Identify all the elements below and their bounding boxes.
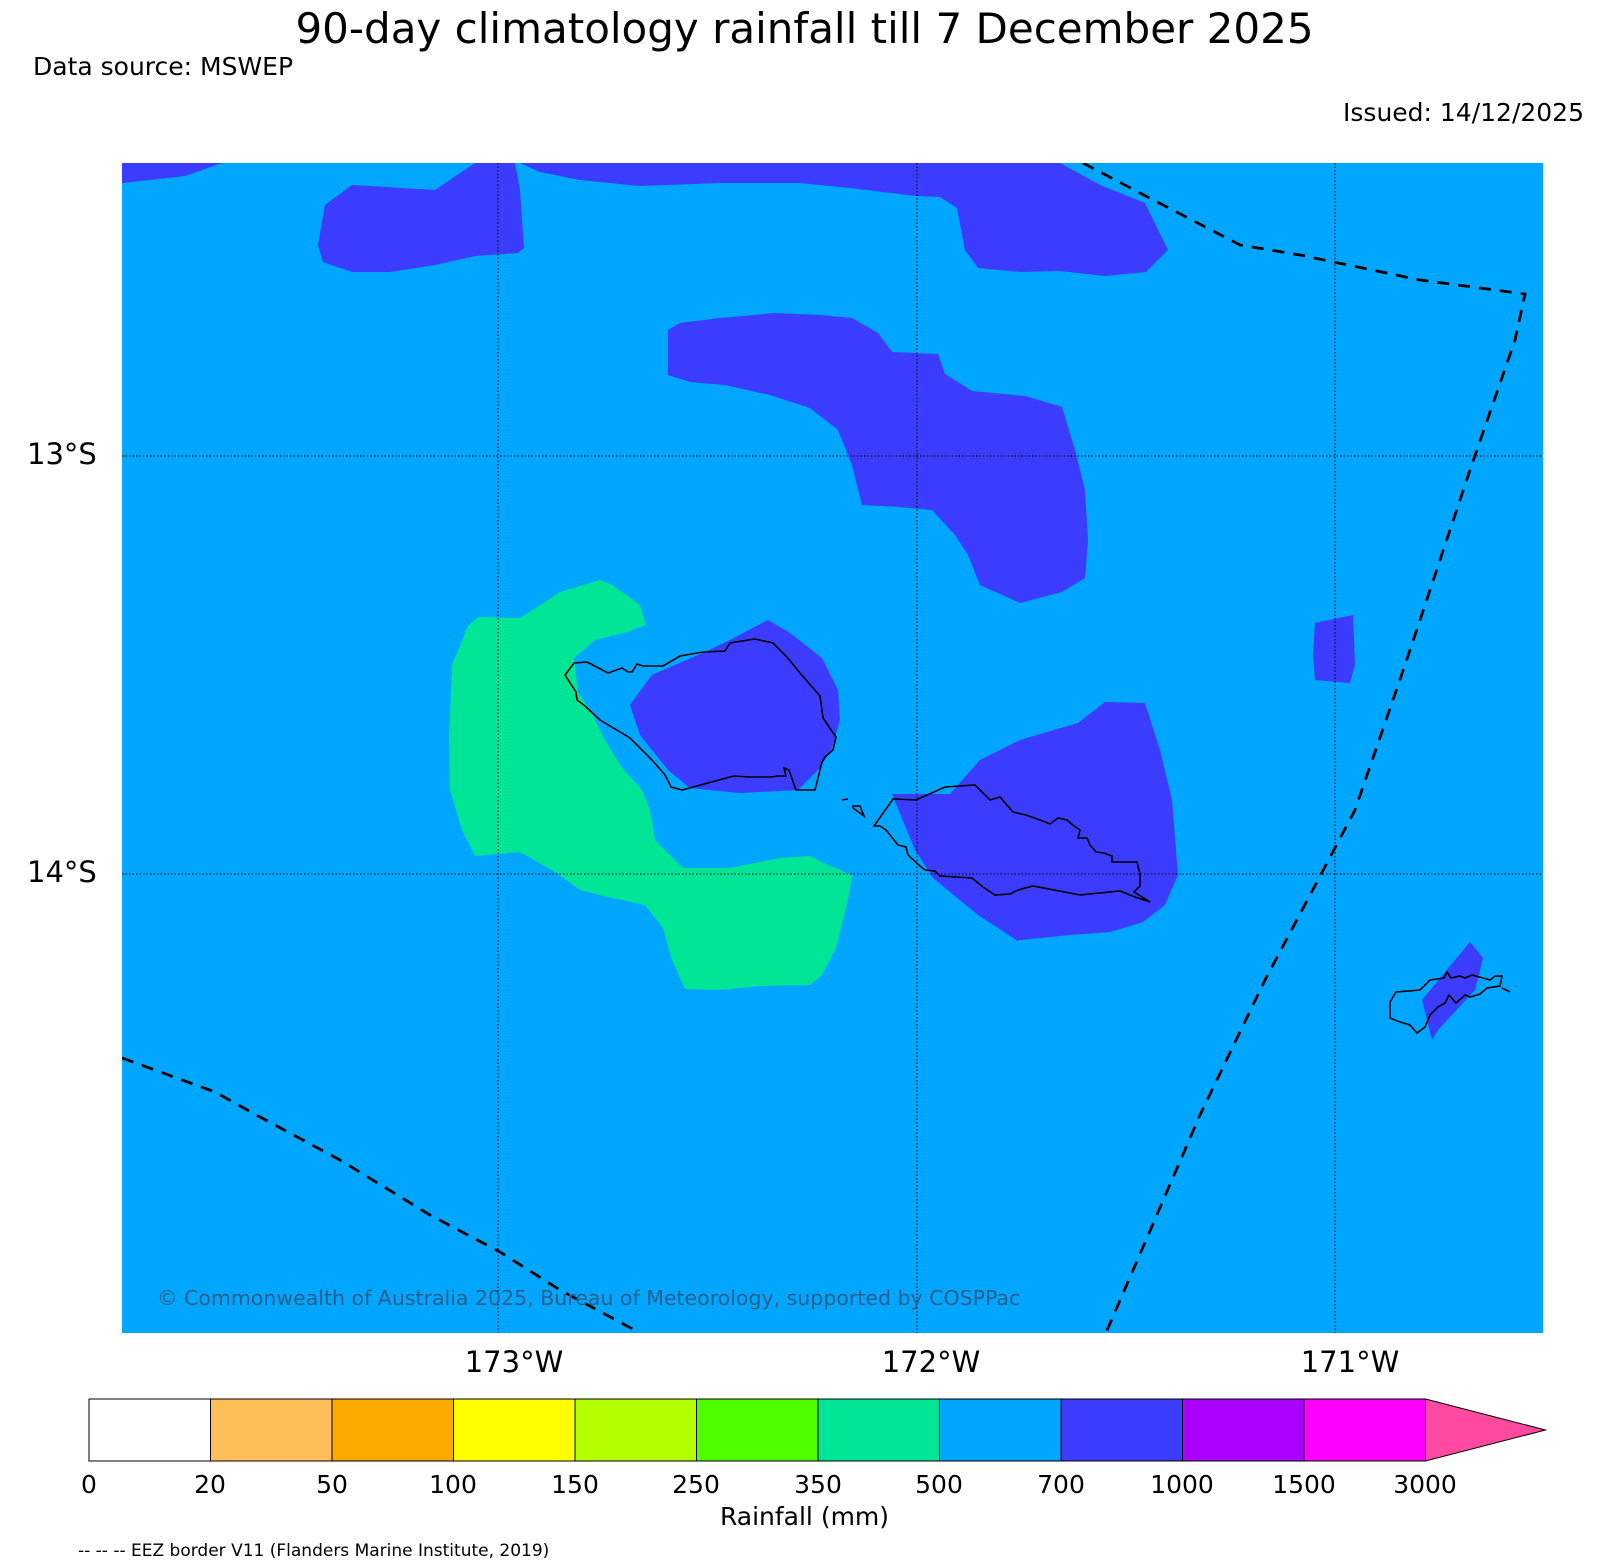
colorbar-segment	[210, 1398, 333, 1462]
region-top-left	[122, 163, 222, 183]
colorbar-label: Rainfall (mm)	[719, 1502, 890, 1531]
colorbar-segment	[88, 1398, 211, 1462]
lon-label-173w: 173°W	[464, 1345, 564, 1379]
colorbar-segment	[574, 1398, 697, 1462]
colorbar-segment	[1182, 1398, 1305, 1462]
colorbar-tick: 250	[672, 1470, 720, 1499]
lat-label-13s: 13°S	[27, 437, 97, 471]
coastline-tutuila	[1389, 970, 1503, 1035]
colorbar	[88, 1398, 1548, 1462]
colorbar-tick: 1000	[1150, 1470, 1214, 1499]
coastline-manono	[841, 798, 849, 801]
copyright-notice: © Commonwealth of Australia 2025, Bureau…	[157, 1286, 1020, 1310]
coastlines	[564, 638, 1511, 1035]
coastline-savaii	[564, 638, 837, 791]
eez-borders	[122, 163, 1527, 1333]
lon-label-171w: 171°W	[1300, 1345, 1400, 1379]
region-upolu-west	[630, 620, 840, 793]
region-top-left-blob	[318, 163, 524, 272]
lon-label-172w: 172°W	[881, 1345, 981, 1379]
colorbar-tick: 500	[915, 1470, 963, 1499]
colorbar-segment	[817, 1398, 940, 1462]
colorbar-segment	[1303, 1398, 1426, 1462]
colorbar-tick: 1500	[1272, 1470, 1336, 1499]
graticule	[122, 163, 1543, 1333]
issued-date: Issued: 14/12/2025	[1343, 98, 1584, 127]
map-title: 90-day climatology rainfall till 7 Decem…	[295, 4, 1314, 53]
colorbar-segment	[1060, 1398, 1183, 1462]
colorbar-tick: 20	[194, 1470, 226, 1499]
colorbar-segment	[331, 1398, 454, 1462]
colorbar-tick: 350	[794, 1470, 842, 1499]
rainfall-700-1000-regions	[122, 163, 1483, 1040]
colorbar-tick: 50	[316, 1470, 348, 1499]
coastline-tutuila-east	[1501, 987, 1511, 993]
colorbar-tick: 3000	[1393, 1470, 1457, 1499]
colorbar-segment	[939, 1398, 1062, 1462]
colorbar-tick: 700	[1037, 1470, 1085, 1499]
colorbar-tick: 150	[551, 1470, 599, 1499]
region-upolu-east	[892, 702, 1178, 941]
region-north-central	[668, 313, 1088, 603]
data-source: Data source: MSWEP	[33, 52, 294, 81]
region-tutuila	[1422, 942, 1483, 1040]
colorbar-tick: 100	[429, 1470, 477, 1499]
lat-label-14s: 14°S	[27, 855, 97, 889]
colorbar-segment	[453, 1398, 576, 1462]
colorbar-segment	[696, 1398, 819, 1462]
colorbar-extend-arrow	[1425, 1398, 1548, 1462]
rainfall-350-500-region	[449, 580, 852, 990]
coastline-upolu	[872, 784, 1151, 903]
region-east-small	[1313, 615, 1355, 683]
coastline-apolima	[852, 805, 866, 819]
eez-legend-note: -- -- -- EEZ border V11 (Flanders Marine…	[78, 1541, 550, 1561]
colorbar-tick: 0	[81, 1470, 97, 1499]
region-top-center	[520, 163, 1168, 276]
